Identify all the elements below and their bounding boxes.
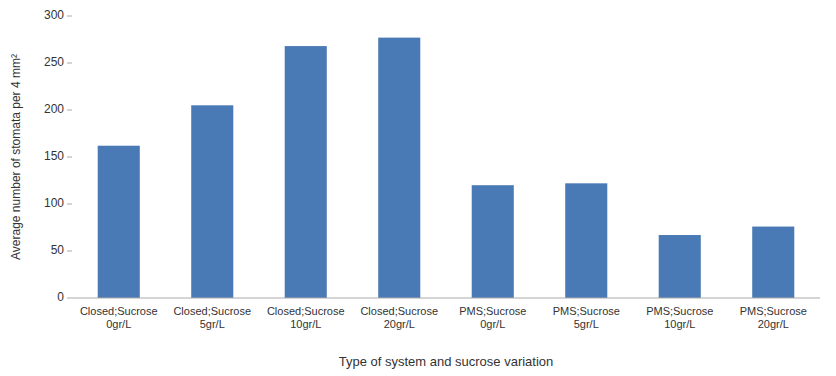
x-tick-label: Closed;Sucrose10gr/L (267, 305, 345, 330)
x-tick-label-line: 20gr/L (758, 318, 789, 330)
x-tick-label-line: 5gr/L (200, 318, 225, 330)
x-tick-label-line: PMS;Sucrose (646, 305, 713, 317)
bar (752, 227, 794, 298)
x-tick-label-line: 10gr/L (664, 318, 695, 330)
y-tick-label: 100 (44, 196, 64, 210)
x-tick-label-line: 0gr/L (106, 318, 131, 330)
y-tick (67, 157, 72, 158)
x-tick-label: Closed;Sucrose0gr/L (80, 305, 158, 330)
x-tick-label-line: 0gr/L (480, 318, 505, 330)
x-tick-label-line: PMS;Sucrose (459, 305, 526, 317)
x-tick-label-line: Closed;Sucrose (173, 305, 251, 317)
y-tick-label: 150 (44, 149, 64, 163)
bar (98, 146, 140, 298)
x-tick-label-line: Closed;Sucrose (267, 305, 345, 317)
x-tick-label: PMS;Sucrose10gr/L (646, 305, 713, 330)
y-tick-label: 250 (44, 55, 64, 69)
x-axis-label: Type of system and sucrose variation (339, 354, 554, 369)
y-tick (67, 110, 72, 111)
x-tick-label-line: Closed;Sucrose (360, 305, 438, 317)
y-tick-label: 200 (44, 102, 64, 116)
y-axis: 0 50 100 150 200 250 300 (44, 8, 72, 304)
bar (659, 235, 701, 298)
bar (378, 38, 420, 298)
bar (191, 105, 233, 298)
x-tick-label-line: Closed;Sucrose (80, 305, 158, 317)
x-tick-label: PMS;Sucrose20gr/L (740, 305, 807, 330)
y-tick-label: 50 (51, 243, 65, 257)
x-tick-label: Closed;Sucrose20gr/L (360, 305, 438, 330)
chart-container: 050100150200250300Closed;Sucrose0gr/LClo… (0, 0, 836, 376)
y-tick (67, 63, 72, 64)
y-tick (67, 16, 72, 17)
y-axis-label: Average number of stomata per 4 mm² (9, 54, 23, 260)
x-tick-label-line: PMS;Sucrose (740, 305, 807, 317)
chart-svg: 050100150200250300Closed;Sucrose0gr/LClo… (0, 0, 836, 376)
y-tick (67, 298, 72, 299)
x-tick-label-line: 10gr/L (290, 318, 321, 330)
x-tick-label-line: 5gr/L (574, 318, 599, 330)
x-tick-label-line: PMS;Sucrose (553, 305, 620, 317)
y-tick (67, 204, 72, 205)
x-axis-line (72, 298, 820, 299)
x-tick-label: PMS;Sucrose5gr/L (553, 305, 620, 330)
bar (565, 183, 607, 298)
bar (285, 46, 327, 298)
y-tick (67, 251, 72, 252)
y-tick-label: 300 (44, 8, 64, 22)
y-tick-label: 0 (57, 290, 64, 304)
x-tick-label: Closed;Sucrose5gr/L (173, 305, 251, 330)
bar (472, 185, 514, 298)
x-tick-label-line: 20gr/L (384, 318, 415, 330)
x-tick-label: PMS;Sucrose0gr/L (459, 305, 526, 330)
bars (98, 38, 795, 298)
x-axis: Closed;Sucrose0gr/LClosed;Sucrose5gr/LCl… (72, 298, 820, 330)
